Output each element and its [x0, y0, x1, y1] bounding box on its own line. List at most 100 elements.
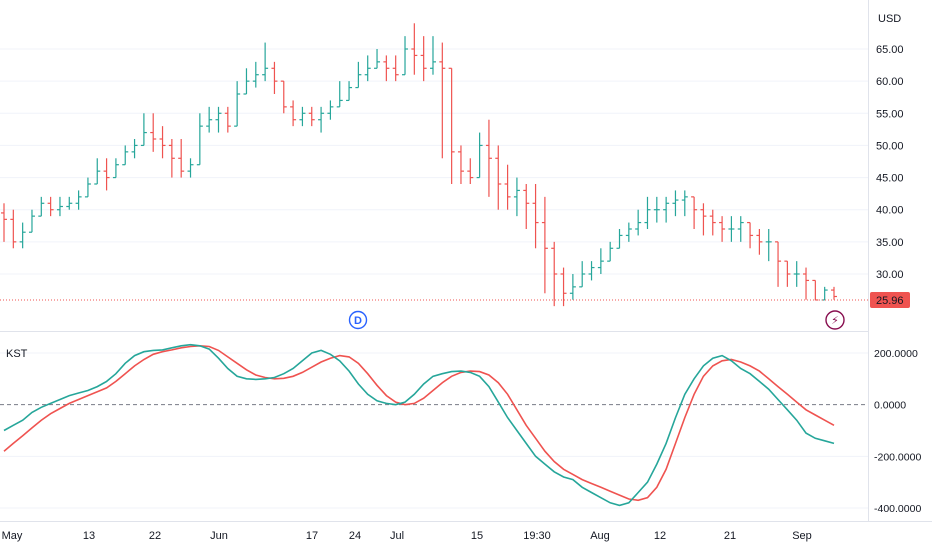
last-price-tag [870, 291, 910, 308]
ohlc-bar [47, 196, 54, 217]
ohlc-bar [784, 260, 791, 287]
ohlc-bar [271, 61, 278, 94]
ohlc-bar [178, 139, 185, 178]
ohlc-bar [644, 196, 651, 229]
ohlc-bar [681, 190, 688, 217]
ohlc-bar [150, 113, 157, 152]
ohlc-bar [122, 145, 129, 166]
grid [0, 48, 868, 509]
ohlc-bar [103, 158, 110, 191]
ohlc-bar [719, 216, 726, 242]
ohlc-bar [709, 209, 716, 236]
ohlc-bar [775, 241, 782, 287]
lightning-icon: ⚡ [831, 314, 839, 327]
ohlc-bar [812, 279, 819, 301]
time-tick-label: 22 [149, 530, 161, 542]
ohlc-bar [653, 196, 660, 223]
ohlc-bar [616, 229, 623, 249]
time-tick-label: 24 [349, 530, 361, 542]
ohlc-bar [448, 67, 455, 184]
ohlc-bar [420, 36, 427, 82]
ohlc-bar [402, 36, 409, 76]
ohlc-bar [560, 267, 567, 307]
ohlc-bar [10, 209, 17, 249]
ohlc-bar [429, 36, 436, 75]
ohlc-bar [625, 222, 632, 242]
ohlc-bar [140, 113, 147, 147]
time-tick-label: 21 [724, 530, 736, 542]
ohlc-bar [168, 139, 175, 178]
kst-signal-line [3, 344, 835, 502]
time-tick-label: 15 [471, 530, 483, 542]
indicator-tick-label: 200.0000 [874, 348, 918, 360]
ohlc-bar [84, 177, 91, 198]
time-axis[interactable]: May 13 22 Jun 17 24 Jul 15 19:30 Aug 12 21 Sep [2, 530, 812, 542]
ohlc-bar [187, 158, 194, 178]
price-tick-label: 40.00 [876, 205, 904, 217]
ohlc-bar [672, 190, 679, 217]
ohlc-bar [747, 221, 754, 249]
ohlc-bar [159, 126, 166, 159]
ohlc-bar [243, 68, 250, 95]
ohlc-bar [532, 184, 539, 249]
ohlc-bar [457, 145, 464, 184]
time-tick-label: 13 [83, 530, 95, 542]
ohlc-bar [495, 145, 502, 210]
ohlc-bar [728, 216, 735, 242]
time-tick-label: Jul [390, 530, 404, 542]
time-tick-label: Sep [792, 530, 812, 542]
price-tick-label: 65.00 [876, 44, 904, 56]
ohlc-bar [635, 209, 642, 236]
ohlc-bar [392, 55, 399, 82]
ohlc-bar [803, 267, 810, 300]
ohlc-bar [588, 261, 595, 281]
ohlc-bar [756, 229, 763, 255]
ohlc-bar [485, 119, 492, 197]
last-price-value: 25.96 [876, 295, 904, 307]
ohlc-bar [737, 216, 744, 242]
ohlc-bar [607, 241, 614, 262]
earnings-marker-circle [825, 310, 845, 330]
ohlc-bar [196, 113, 203, 166]
ohlc-bar [66, 196, 73, 210]
ohlc-bar [327, 100, 334, 120]
indicator-tick-label: -400.0000 [874, 503, 921, 515]
ohlc-bar [308, 106, 315, 127]
ohlc-bar [439, 42, 446, 159]
currency-label[interactable]: USD [878, 13, 901, 25]
earnings-marker[interactable]: ⚡ [825, 310, 845, 330]
time-tick-label: 12 [654, 530, 666, 542]
ohlc-bar [597, 248, 604, 274]
ohlc-bar [476, 132, 483, 179]
indicator-title[interactable]: KST [6, 348, 28, 360]
ohlc-bar [280, 80, 287, 114]
ohlc-bar [541, 196, 548, 294]
indicator-axis[interactable]: 200.0000 0.0000 -200.0000 -400.0000 [874, 348, 921, 515]
ohlc-bar [112, 158, 119, 179]
indicator-tick-label: 0.0000 [874, 400, 906, 412]
ohlc-bar [691, 196, 698, 229]
ohlc-bar [215, 106, 222, 133]
ohlc-bar [765, 229, 772, 262]
ohlc-bar [1, 203, 7, 242]
ohlc-bar [821, 286, 828, 301]
ohlc-bar [513, 177, 520, 217]
ohlc-bar [793, 261, 800, 287]
ohlc-bar [663, 196, 670, 223]
ohlc-bar [364, 55, 371, 82]
price-tick-label: 35.00 [876, 237, 904, 249]
ohlc-bar [38, 196, 45, 217]
dividend-marker[interactable]: D [348, 310, 368, 330]
price-tick-label: 45.00 [876, 173, 904, 185]
ohlc-bar [206, 106, 213, 133]
dividend-marker-label: D [354, 315, 362, 327]
ohlc-bar [224, 106, 231, 133]
kst-line [3, 343, 835, 507]
ohlc-bar [75, 190, 82, 210]
ohlc-bar [234, 81, 241, 127]
time-tick-label: 19:30 [523, 530, 551, 542]
price-axis[interactable]: 65.00 60.00 55.00 50.00 45.00 40.00 35.00 30.00 [876, 44, 904, 281]
ohlc-bar [504, 164, 511, 210]
ohlc-series [1, 23, 837, 307]
